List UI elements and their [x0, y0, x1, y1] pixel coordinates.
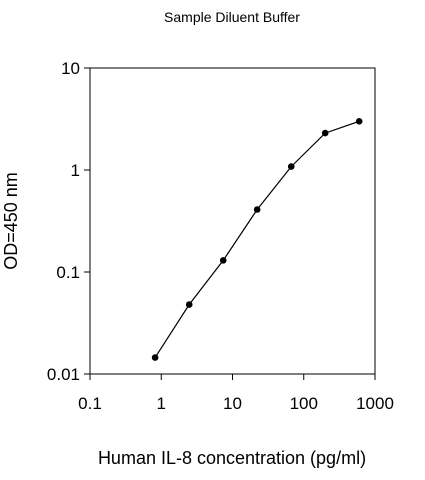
- x-axis-ticks: 0.1 1 10 100 1000: [78, 374, 394, 413]
- x-tick-label: 0.1: [78, 394, 102, 413]
- plot-border: [89, 67, 376, 375]
- series-lines: [154, 120, 360, 358]
- y-tick-label: 0.1: [56, 263, 80, 282]
- data-point: [185, 301, 193, 308]
- x-tick-label: 100: [290, 394, 318, 413]
- y-tick-label: 10: [61, 59, 80, 78]
- x-tick-label: 1000: [356, 394, 394, 413]
- data-point: [321, 129, 329, 137]
- chart-title: Sample Diluent Buffer: [164, 9, 300, 25]
- y-axis-ticks: 0.01 0.1 1 10: [47, 59, 90, 384]
- x-tick-label: 1: [157, 394, 166, 413]
- data-point: [219, 257, 227, 264]
- data-point: [355, 118, 363, 125]
- series-points: [151, 118, 363, 361]
- y-axis-label: OD=450 nm: [1, 172, 21, 270]
- data-point: [253, 206, 261, 213]
- plot-frame: [89, 67, 376, 375]
- series-line: [154, 120, 360, 358]
- data-point: [151, 354, 159, 361]
- y-tick-label: 1: [71, 161, 80, 180]
- x-axis-label: Human IL-8 concentration (pg/ml): [98, 448, 366, 468]
- y-tick-label: 0.01: [47, 365, 80, 384]
- data-point: [287, 163, 295, 170]
- x-tick-label: 10: [223, 394, 242, 413]
